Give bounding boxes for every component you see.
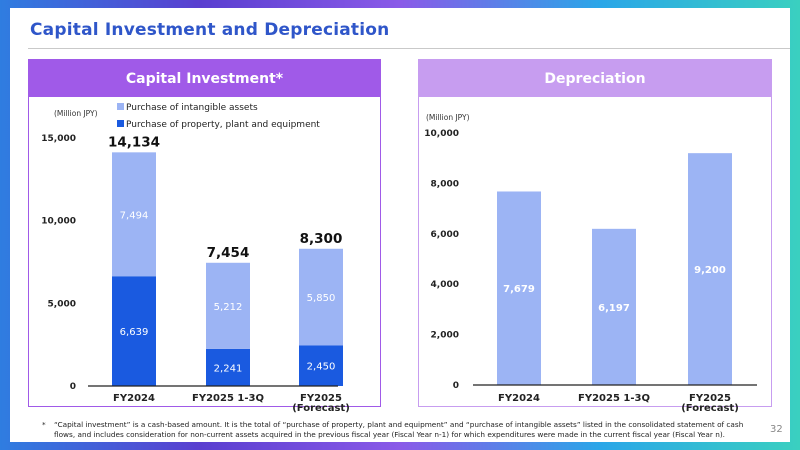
page-title: Capital Investment and Depreciation	[30, 20, 390, 40]
x-tick-label: (Forecast)	[681, 403, 739, 414]
y-tick-label: 15,000	[41, 134, 76, 144]
legend-label: Purchase of property, plant and equipmen…	[126, 120, 320, 130]
x-tick-label: FY2025	[300, 393, 342, 404]
x-tick-label: FY2024	[498, 393, 540, 404]
bar-ppe	[112, 276, 156, 386]
y-tick-label: 2,000	[431, 331, 459, 341]
legend-label: Purchase of intangible assets	[126, 103, 258, 113]
bar-depreciation	[592, 228, 636, 385]
total-label: 8,300	[300, 231, 343, 247]
data-label-depreciation: 7,679	[503, 284, 535, 295]
legend-swatch	[117, 120, 124, 127]
y-tick-label: 5,000	[48, 299, 76, 309]
x-tick-label: FY2025 1-3Q	[578, 393, 650, 404]
data-label-ppe: 6,639	[120, 327, 149, 338]
y-tick-label: 8,000	[431, 179, 459, 189]
bar-intangible	[112, 152, 156, 277]
bar-intangible	[299, 248, 343, 346]
total-label: 7,454	[207, 245, 250, 261]
bar-ppe	[299, 345, 343, 386]
capital-investment-panel: Capital Investment*	[28, 59, 381, 407]
x-tick-label: FY2024	[113, 393, 155, 404]
x-tick-label: FY2025	[689, 393, 731, 404]
data-label-ppe: 2,450	[307, 362, 336, 373]
depreciation-header: Depreciation	[419, 60, 771, 97]
data-label-depreciation: 6,197	[598, 303, 630, 314]
unit-label: (Million JPY)	[426, 113, 470, 122]
y-tick-label: 10,000	[41, 217, 76, 227]
capital-investment-header: Capital Investment*	[29, 60, 380, 97]
y-tick-label: 0	[453, 381, 459, 391]
title-divider	[28, 48, 790, 49]
y-tick-label: 10,000	[424, 129, 459, 139]
data-label-intangible: 7,494	[120, 210, 149, 221]
y-tick-label: 4,000	[431, 280, 459, 290]
total-label: 14,134	[108, 134, 160, 150]
data-label-intangible: 5,212	[214, 302, 243, 313]
data-label-intangible: 5,850	[307, 293, 336, 304]
data-label-depreciation: 9,200	[694, 265, 726, 276]
bar-depreciation	[497, 191, 541, 385]
x-tick-label: FY2025 1-3Q	[192, 393, 264, 404]
footnote: “Capital investment” is a cash-based amo…	[54, 420, 744, 439]
bar-depreciation	[688, 153, 732, 385]
x-tick-label: (Forecast)	[292, 403, 350, 414]
data-label-ppe: 2,241	[214, 363, 243, 374]
legend-swatch	[117, 103, 124, 110]
footnote-marker: *	[42, 420, 46, 429]
bar-intangible	[206, 262, 250, 349]
bar-ppe	[206, 348, 250, 386]
page-number: 32	[770, 424, 783, 435]
y-tick-label: 0	[70, 382, 76, 392]
unit-label: (Million JPY)	[54, 109, 98, 118]
y-tick-label: 6,000	[431, 230, 459, 240]
depreciation-panel: Depreciation	[418, 59, 772, 407]
